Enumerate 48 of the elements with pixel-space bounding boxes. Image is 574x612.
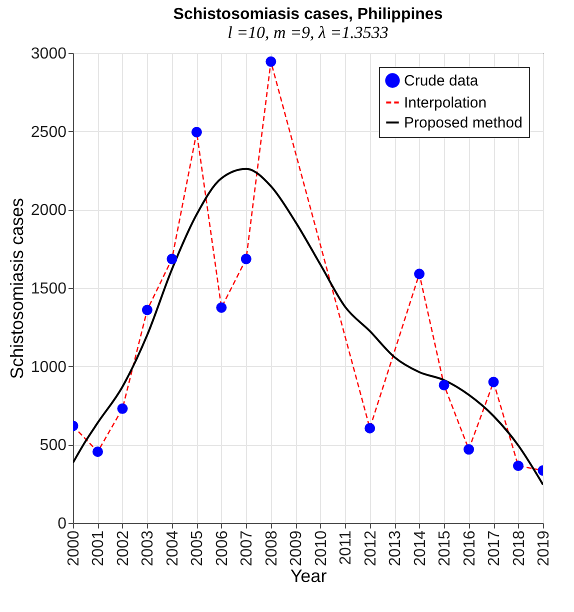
x-tick-label: 2007 xyxy=(238,530,256,566)
point xyxy=(438,380,450,390)
point xyxy=(216,302,227,313)
line-series xyxy=(73,168,543,486)
point xyxy=(240,254,252,264)
y-axis-title: Schistosomiasis cases xyxy=(6,198,27,380)
y-tick-label: 1500 xyxy=(30,280,67,298)
point xyxy=(364,422,376,434)
point xyxy=(142,304,152,316)
point xyxy=(464,444,474,455)
legend-label: Proposed method xyxy=(404,114,522,132)
y-tick-label: 0 xyxy=(58,516,67,532)
y-tick-label: 2000 xyxy=(30,202,67,220)
chart-title: Schistosomiasis cases, Philippines xyxy=(173,6,443,23)
x-tick-label: 2011 xyxy=(338,530,355,565)
y-tick-label: 3000 xyxy=(30,46,67,62)
x-axis-title: Year xyxy=(290,566,327,586)
y-tick-label: 1000 xyxy=(30,358,67,376)
y-tick-label: 500 xyxy=(40,437,67,454)
x-tick-label: 2013 xyxy=(387,530,404,566)
x-tick-label: 2010 xyxy=(312,530,330,566)
x-tick-label: 2001 xyxy=(90,530,108,566)
point xyxy=(488,376,499,388)
point xyxy=(513,460,524,472)
x-tick-label: 2016 xyxy=(461,530,478,566)
point xyxy=(191,126,202,138)
x-tick-label: 2018 xyxy=(510,530,528,566)
x-tick-label: 2004 xyxy=(164,530,182,566)
x-tick-label: 2017 xyxy=(486,530,504,566)
point xyxy=(117,403,128,414)
legend-label: Crude data xyxy=(404,72,479,90)
y-tick-label: 2500 xyxy=(30,124,67,141)
x-tick-label: 2002 xyxy=(114,530,132,566)
x-tick-label: 2006 xyxy=(214,530,231,566)
x-tick-label: 2009 xyxy=(288,530,306,566)
point xyxy=(266,56,276,67)
x-tick-label: 2003 xyxy=(140,530,157,566)
x-tick-label: 2005 xyxy=(189,530,206,566)
x-tick-label: 2019 xyxy=(536,530,552,566)
point xyxy=(92,446,103,457)
x-tick-label: 2008 xyxy=(263,530,280,566)
point xyxy=(166,254,178,264)
chart-subtitle: l =10, m =9, λ =1.3533 xyxy=(228,23,388,42)
point xyxy=(414,268,425,280)
x-tick-label: 2014 xyxy=(412,530,429,566)
x-tick-label: 2012 xyxy=(362,530,380,566)
legend-label: Interpolation xyxy=(404,94,487,112)
x-tick-label: 2015 xyxy=(436,530,454,566)
